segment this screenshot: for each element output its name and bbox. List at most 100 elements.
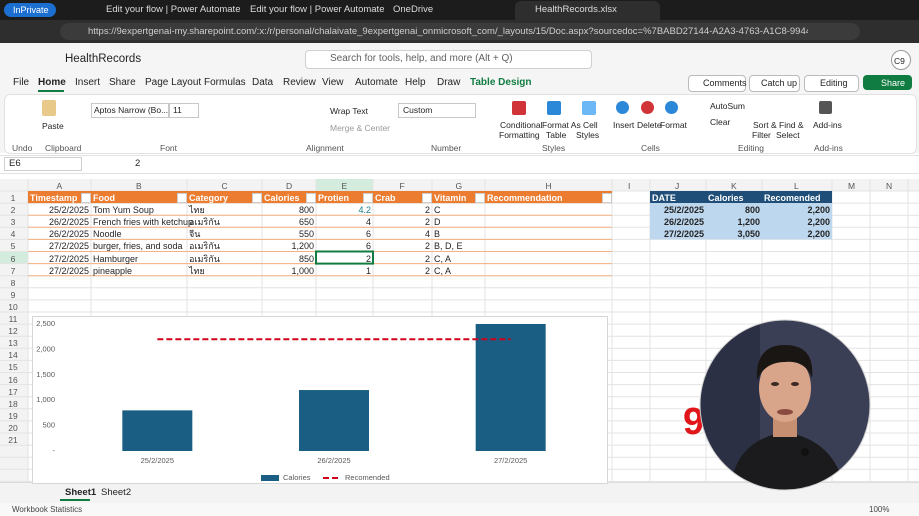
browser-tab[interactable]: OneDrive (393, 4, 434, 15)
paste-icon[interactable] (42, 100, 56, 116)
font-name[interactable]: Aptos Narrow (Bo... (94, 105, 169, 115)
browser-tab[interactable]: HealthRecords.xlsx (535, 4, 617, 15)
menu-item[interactable]: Draw (437, 77, 461, 88)
menu-item[interactable]: Insert (75, 77, 101, 88)
menu-item[interactable]: Share (109, 77, 136, 88)
filter-button[interactable] (177, 193, 187, 203)
menu-item[interactable]: Review (283, 77, 316, 88)
insert-icon[interactable] (616, 101, 629, 114)
filter-button[interactable] (602, 193, 612, 203)
summary-cell[interactable]: 1,200 (737, 217, 760, 228)
conditional-formatting[interactable]: Conditional (500, 120, 543, 130)
table-header-cell[interactable]: Food (93, 193, 115, 203)
summary-cell[interactable]: 25/2/2025 (663, 205, 704, 216)
table-cell[interactable]: 27/2/2025 (48, 265, 89, 276)
table-header-cell[interactable]: Timestamp (30, 193, 78, 203)
filter-button[interactable] (363, 193, 373, 203)
size-box[interactable] (169, 103, 199, 118)
table-cell[interactable]: 550 (298, 229, 314, 240)
number-format[interactable]: Custom (403, 105, 433, 115)
menu-item[interactable]: Data (252, 77, 274, 88)
table-cell[interactable]: 650 (298, 217, 314, 228)
zoom[interactable]: 100% (869, 505, 890, 514)
search-placeholder[interactable]: Search for tools, help, and more (Alt + … (330, 53, 513, 64)
sort-filter[interactable]: Filter (752, 130, 771, 140)
search-box[interactable] (305, 50, 592, 69)
cell-styles[interactable]: Cell (583, 120, 598, 130)
wrap-text[interactable]: Wrap Text (330, 106, 368, 116)
format-as-table[interactable]: Format As (542, 120, 581, 130)
table-cell[interactable]: burger, fries, and soda (93, 241, 183, 252)
menu-item[interactable]: Page Layout (145, 77, 202, 88)
table-cell[interactable]: 25/2/2025 (48, 205, 89, 216)
formula-value[interactable]: 2 (135, 158, 141, 169)
insert-button[interactable]: Insert (613, 120, 635, 130)
table-cell[interactable]: 4 (424, 229, 430, 240)
font-box[interactable] (91, 103, 169, 118)
table-cell[interactable]: 800 (298, 205, 314, 216)
delete-icon[interactable] (641, 101, 654, 114)
table-cell[interactable]: จีน (189, 229, 201, 240)
table-cell[interactable]: 1,200 (291, 241, 314, 252)
table-cell[interactable]: อเมริกัน (189, 253, 220, 264)
table-cell[interactable]: อเมริกัน (189, 217, 220, 228)
name-box-value[interactable]: E6 (9, 158, 21, 169)
table-cell[interactable]: C, A (434, 265, 452, 276)
table-cell[interactable]: French fries with ketchup (93, 217, 194, 228)
sort-filter[interactable]: Sort & (753, 120, 777, 130)
delete-button[interactable]: Delete (637, 120, 662, 130)
table-header-cell[interactable]: Vitamin (434, 193, 467, 203)
summary-cell[interactable]: 2,200 (807, 205, 830, 216)
filter-button[interactable] (306, 193, 316, 203)
table-cell[interactable]: B (434, 229, 441, 240)
filter-button[interactable] (81, 193, 91, 203)
table-header-cell[interactable]: Calories (264, 193, 300, 203)
table-cell[interactable]: 4.2 (358, 205, 371, 216)
menu-item[interactable]: Home (38, 77, 66, 88)
format-as-table[interactable]: Table (546, 130, 567, 140)
cell-styles[interactable]: Styles (576, 130, 600, 140)
table-cell[interactable]: 26/2/2025 (48, 229, 89, 240)
font-size[interactable]: 11 (173, 105, 182, 115)
table-cell[interactable]: อเมริกัน (189, 241, 220, 252)
menu-item[interactable]: View (322, 77, 344, 88)
menu-item[interactable]: Help (405, 77, 426, 88)
format-box[interactable] (398, 103, 476, 118)
filter-button[interactable] (252, 193, 262, 203)
table-cell[interactable]: 2 (365, 253, 371, 264)
table-cell[interactable]: 27/2/2025 (48, 253, 89, 264)
sheet-tab[interactable]: Sheet1 (65, 487, 97, 498)
menu-item[interactable]: Formulas (204, 77, 246, 88)
conditional-icon[interactable] (512, 101, 526, 115)
summary-cell[interactable]: 26/2/2025 (663, 217, 704, 228)
table-header-cell[interactable]: Protien (318, 193, 350, 203)
format-button[interactable]: Format (660, 120, 687, 130)
format-icon[interactable] (665, 101, 678, 114)
filter-button[interactable] (475, 193, 485, 203)
summary-cell[interactable]: 2,200 (807, 217, 830, 228)
table-cell[interactable]: 4 (365, 217, 371, 228)
table-cell[interactable]: 2 (424, 205, 430, 216)
browser-tab[interactable]: Edit your flow | Power Automate (250, 4, 385, 15)
menu-item[interactable]: Automate (355, 77, 398, 88)
table-cell[interactable]: D (434, 217, 441, 228)
share-button[interactable] (863, 75, 912, 90)
table-icon[interactable] (547, 101, 561, 115)
table-cell[interactable]: 850 (298, 253, 314, 264)
table-cell[interactable]: 2 (424, 253, 430, 264)
table-cell[interactable]: 1,000 (291, 265, 314, 276)
filter-button[interactable] (422, 193, 432, 203)
styles-icon[interactable] (582, 101, 596, 115)
summary-cell[interactable]: 2,200 (807, 229, 830, 240)
table-cell[interactable]: ไทย (189, 265, 205, 276)
table-cell[interactable]: C (434, 205, 441, 216)
addins-icon[interactable] (819, 101, 832, 114)
action-button[interactable]: Comments (703, 78, 747, 88)
find-select[interactable]: Select (776, 130, 800, 140)
catchup-button[interactable] (749, 75, 800, 92)
address-field[interactable] (60, 23, 860, 40)
table-cell[interactable]: Tom Yum Soup (93, 205, 154, 216)
comments-button[interactable] (688, 75, 746, 92)
table-header-cell[interactable]: Recommendation (487, 193, 563, 203)
url[interactable]: https://9expertgenai-my.sharepoint.com/:… (88, 26, 808, 37)
